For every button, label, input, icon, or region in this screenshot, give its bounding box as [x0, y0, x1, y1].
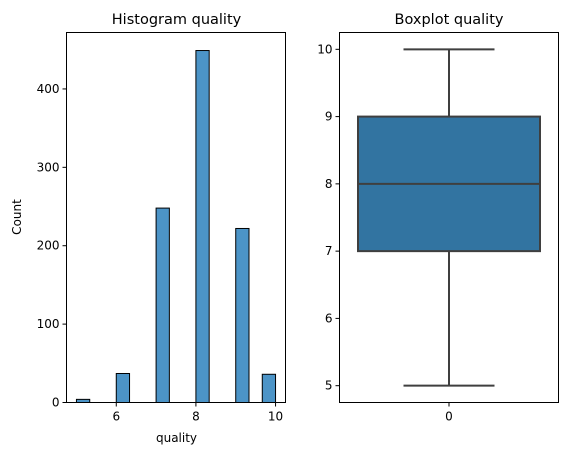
boxplot-y-ticks: 5 6 7 8 9 10 — [317, 42, 340, 393]
histogram-bar — [195, 50, 210, 403]
histogram-bars — [75, 50, 277, 404]
y-tick-label: 8 — [325, 177, 333, 191]
x-tick-label: 8 — [192, 410, 200, 424]
histogram-title: Histogram quality — [112, 12, 242, 28]
x-tick-label: 6 — [112, 410, 120, 424]
y-tick-label: 7 — [325, 244, 333, 258]
y-tick-label: 6 — [325, 311, 333, 325]
y-tick-label: 400 — [37, 82, 60, 96]
boxplot-frame — [339, 32, 559, 403]
histogram-frame — [66, 32, 286, 403]
boxplot-shapes — [357, 48, 541, 387]
y-tick-label: 5 — [325, 379, 333, 393]
boxplot-x-ticks: 0 — [445, 402, 453, 424]
histogram-panel: Histogram quality 6 8 10 0 100 200 300 400 qua… — [10, 12, 286, 445]
y-tick-label: 200 — [37, 239, 60, 253]
boxplot-panel: Boxplot quality 0 5 6 7 8 9 10 — [317, 12, 559, 424]
y-tick-label: 300 — [37, 160, 60, 174]
histogram-bar — [115, 372, 131, 403]
y-tick-label: 9 — [325, 110, 333, 124]
x-tick-label: 0 — [445, 410, 453, 424]
histogram-y-ticks: 0 100 200 300 400 — [37, 82, 67, 410]
histogram-bar — [155, 207, 170, 403]
histogram-y-label: Count — [10, 199, 24, 235]
y-tick-label: 0 — [52, 396, 60, 410]
histogram-bar — [235, 227, 250, 403]
boxplot-title: Boxplot quality — [395, 12, 504, 28]
x-tick-label: 10 — [268, 410, 283, 424]
y-tick-label: 100 — [37, 317, 60, 331]
y-tick-label: 10 — [317, 42, 332, 56]
histogram-bar — [261, 373, 277, 404]
histogram-x-ticks: 6 8 10 — [112, 402, 283, 424]
histogram-x-label: quality — [156, 431, 197, 445]
